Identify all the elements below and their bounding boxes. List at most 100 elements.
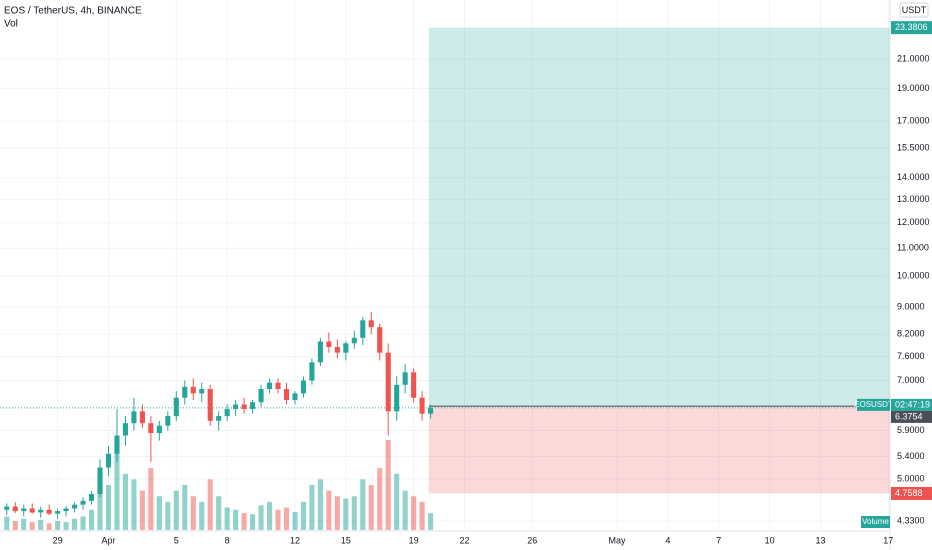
candle-body	[207, 389, 213, 421]
volume-bar	[139, 490, 145, 530]
candle-body	[139, 411, 145, 424]
y-tick-label: 5.0000	[897, 473, 925, 483]
candle-body	[38, 509, 44, 513]
stop-label: 4.7588	[895, 488, 923, 498]
y-tick-label: 11.0000	[897, 243, 929, 253]
candle-body	[233, 404, 239, 410]
candle-body	[89, 493, 95, 501]
volume-bar	[55, 521, 61, 530]
x-tick-label: 8	[225, 535, 230, 545]
symbol-tag-bg	[857, 398, 890, 411]
candle-body	[300, 380, 306, 394]
y-tick-label: 12.0000	[897, 217, 930, 227]
candle-body	[360, 320, 366, 338]
loss-zone	[428, 406, 890, 494]
volume-bar	[317, 479, 323, 530]
volume-bar	[343, 498, 349, 530]
x-tick-label: 26	[527, 535, 537, 545]
volume-bar	[300, 501, 306, 530]
candle-body	[46, 509, 52, 514]
x-tick-label: 10	[765, 535, 775, 545]
volume-bar	[360, 479, 366, 530]
volume-bar	[38, 519, 44, 530]
target-label-bg	[891, 21, 932, 35]
grid	[0, 0, 890, 530]
candle-body	[309, 362, 315, 381]
volume-bar	[97, 479, 103, 530]
volume-tag: Volume	[862, 517, 889, 526]
candle-body	[428, 407, 434, 414]
candle-body	[72, 504, 78, 509]
volume-bar	[402, 490, 408, 530]
currency: USDT	[902, 5, 927, 15]
candle-body	[21, 508, 27, 512]
y-tick-label: 7.0000	[897, 375, 925, 385]
countdown: 02:47:19	[895, 399, 930, 409]
y-tick-label: 19.0000	[897, 83, 930, 93]
volume-bar	[199, 501, 205, 530]
candle-body	[385, 352, 391, 412]
stop-label-bg	[891, 486, 932, 500]
volume-bar	[428, 513, 434, 530]
candle-body	[283, 389, 290, 400]
candle-body	[182, 386, 188, 398]
y-tick-label: 21.0000	[897, 53, 930, 63]
volume-bar	[105, 485, 112, 530]
volume-bar	[190, 496, 196, 530]
volume-bar	[334, 496, 340, 530]
plot	[0, 27, 890, 530]
profit-zone	[428, 27, 890, 407]
volume-bar	[46, 523, 52, 530]
volume-bar	[250, 514, 256, 530]
volume-bar	[326, 490, 332, 530]
candle-body	[394, 384, 400, 412]
volume-bar	[165, 501, 171, 530]
candle-body	[250, 402, 256, 410]
y-tick-label: 5.4000	[897, 451, 925, 461]
candle-body	[224, 409, 230, 417]
volume-bar	[368, 485, 374, 530]
x-tick-label: 5	[174, 535, 179, 545]
volume-bar	[377, 468, 383, 530]
y-tick-label: 8.2000	[897, 329, 925, 339]
volume-bar	[122, 473, 128, 530]
y-tick-label: 14.0000	[897, 172, 930, 182]
currency-box[interactable]	[899, 2, 929, 18]
candle-body	[258, 389, 264, 403]
volume-bar	[216, 496, 222, 530]
volume-bar	[182, 485, 188, 530]
volume-bar	[419, 501, 425, 530]
candle-body	[114, 435, 120, 454]
candle-body	[199, 389, 205, 394]
y-tick-label: 4.3300	[897, 515, 925, 525]
candle-body	[97, 467, 103, 494]
candle-body	[148, 423, 154, 434]
volume-bar	[292, 512, 298, 530]
x-tick-label: 19	[409, 535, 419, 545]
last-price-label: 6.3754	[895, 411, 923, 421]
y-tick-label: 13.0000	[897, 194, 930, 204]
x-tick-label: Apr	[101, 535, 115, 545]
x-tick-label: 29	[53, 535, 63, 545]
volume-bar	[29, 522, 35, 530]
candle-body	[156, 425, 162, 434]
volume-bar	[148, 468, 154, 530]
y-tick-label: 7.6000	[897, 351, 925, 361]
candle-body	[29, 508, 35, 513]
volume-bar	[411, 496, 417, 530]
candle-body	[80, 500, 86, 505]
y-tick-label: 9.0000	[897, 301, 925, 311]
y-tick-label: 10.0000	[897, 271, 930, 281]
target-label: 23.3806	[895, 22, 928, 32]
volume-bar	[114, 445, 120, 530]
volume-bar	[394, 473, 400, 530]
symbol-tag: EOSUSDT	[854, 400, 893, 409]
volume-bar	[12, 521, 18, 530]
chart-title: EOS / TetherUS, 4h, BINANCE	[4, 6, 142, 17]
volume-bar	[173, 490, 179, 530]
volume-bar	[267, 501, 273, 530]
candle-body	[63, 508, 69, 512]
volume-bar	[72, 518, 78, 530]
x-tick-label: 22	[459, 535, 469, 545]
